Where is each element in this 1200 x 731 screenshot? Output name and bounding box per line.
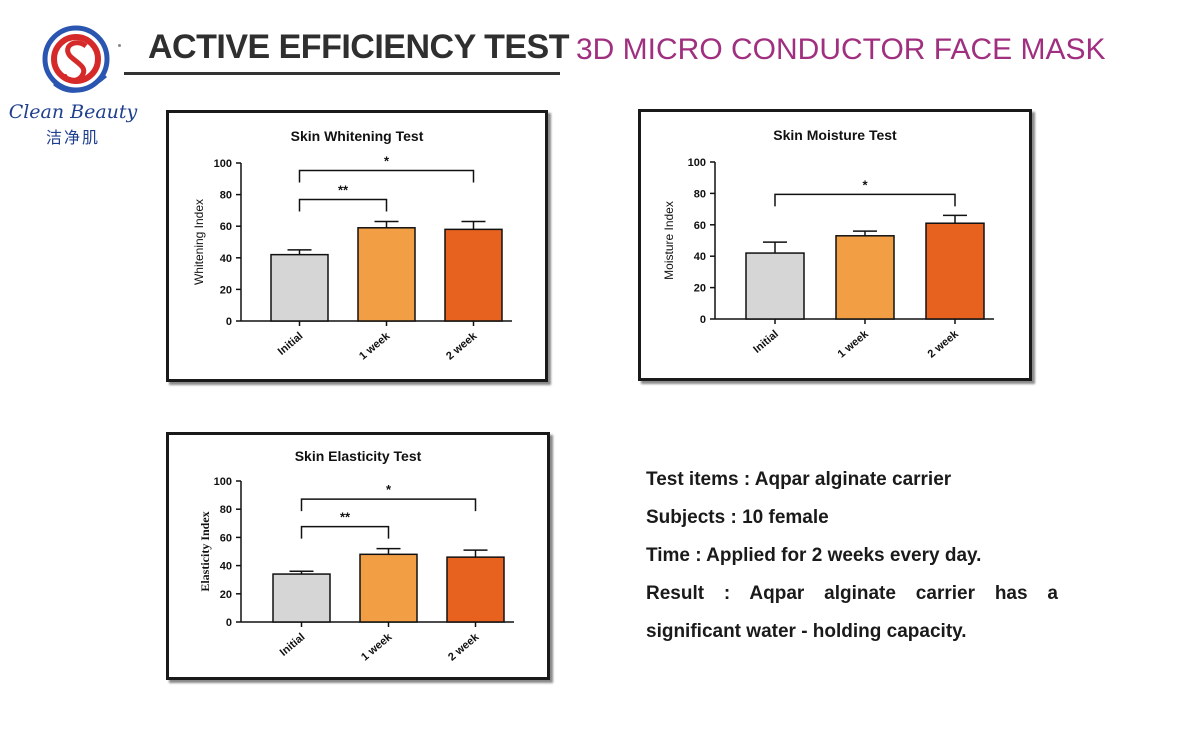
- ytick-100: 100: [214, 476, 232, 488]
- significance-label: *: [862, 177, 868, 192]
- page-subtitle: 3D MICRO CONDUCTOR FACE MASK: [576, 33, 1106, 66]
- ytick-60: 60: [220, 221, 232, 233]
- subjects-text: Subjects : 10 female: [646, 507, 829, 528]
- significance-label: **: [338, 182, 349, 197]
- brand-logo: [6, 24, 146, 164]
- result-text-line2: significant water - holding capacity.: [646, 621, 967, 642]
- y-axis-label: Whitening Index: [192, 199, 206, 285]
- significance-bracket: [298, 198, 388, 212]
- x-tick-label: Initial: [751, 328, 781, 356]
- title-bullet: [118, 44, 121, 47]
- logo-mark-icon: [42, 25, 110, 93]
- x-tick-label: 2 week: [446, 631, 482, 664]
- significance-label: *: [386, 482, 392, 497]
- significance-bracket: [774, 193, 956, 207]
- moisture-chart-panel: Skin Moisture Test Moisture Index 0 20 40 60 8…: [638, 109, 1032, 381]
- ytick-60: 60: [694, 220, 706, 232]
- result-text-line1: Result : Aqpar alginate carrier has a: [646, 583, 1058, 604]
- time-text: Time : Applied for 2 weeks every day.: [646, 545, 982, 566]
- significance-label: *: [384, 153, 390, 168]
- bar-initial: [272, 573, 331, 623]
- significance-bracket: [298, 169, 475, 183]
- ytick-0: 0: [226, 316, 232, 328]
- ytick-40: 40: [220, 561, 232, 573]
- chart-title: Skin Elasticity Test: [295, 448, 422, 464]
- ytick-80: 80: [694, 188, 706, 200]
- ytick-40: 40: [694, 251, 706, 263]
- chart-title: Skin Whitening Test: [291, 128, 424, 144]
- ytick-100: 100: [688, 157, 706, 169]
- ytick-20: 20: [220, 284, 232, 296]
- bar-2-week: [446, 556, 505, 623]
- test-info: Test items : Aqpar alginate carrier Subj…: [646, 465, 1058, 655]
- elasticity-chart: Skin Elasticity Test Elasticity Index 0 20 4…: [198, 448, 514, 664]
- x-tick-label: 1 week: [357, 330, 393, 363]
- ytick-0: 0: [700, 314, 706, 326]
- x-tick-label: Initial: [278, 631, 308, 659]
- x-tick-label: Initial: [276, 330, 306, 358]
- ytick-60: 60: [220, 532, 232, 544]
- bar-2-week: [444, 228, 503, 322]
- moisture-chart: Skin Moisture Test Moisture Index 0 20 40 60 8…: [662, 127, 994, 361]
- bar-1-week: [357, 227, 416, 322]
- significance-bracket: [300, 525, 390, 539]
- elasticity-chart-panel: Skin Elasticity Test Elasticity Index 0 20 4…: [166, 432, 550, 680]
- logo-chinese-text: 洁净肌: [45, 128, 100, 147]
- ytick-100: 100: [214, 158, 232, 170]
- ytick-20: 20: [694, 283, 706, 295]
- title-underline: [124, 72, 560, 75]
- bar-initial: [745, 252, 805, 320]
- significance-bracket: [300, 498, 477, 512]
- ytick-0: 0: [226, 617, 232, 629]
- logo-text: Clean Beauty: [8, 101, 138, 123]
- x-tick-label: 2 week: [926, 328, 962, 361]
- whitening-chart-panel: Skin Whitening Test Whitening Index 0 20 40 6…: [166, 110, 548, 382]
- ytick-80: 80: [220, 504, 232, 516]
- page-title: ACTIVE EFFICIENCY TEST: [148, 28, 569, 66]
- x-tick-label: 1 week: [359, 631, 395, 664]
- ytick-40: 40: [220, 253, 232, 265]
- test-items-text: Test items : Aqpar alginate carrier: [646, 469, 952, 490]
- bar-1-week: [359, 553, 418, 623]
- ytick-20: 20: [220, 589, 232, 601]
- x-tick-label: 2 week: [444, 330, 480, 363]
- bar-initial: [270, 253, 329, 322]
- bar-1-week: [835, 235, 895, 320]
- ytick-80: 80: [220, 190, 232, 202]
- chart-title: Skin Moisture Test: [773, 127, 897, 143]
- y-axis-label: Moisture Index: [662, 201, 676, 280]
- whitening-chart: Skin Whitening Test Whitening Index 0 20 40 6…: [192, 128, 512, 363]
- significance-label: **: [340, 510, 351, 525]
- y-axis-label: Elasticity Index: [198, 511, 212, 591]
- x-tick-label: 1 week: [836, 328, 872, 361]
- bar-2-week: [925, 222, 985, 320]
